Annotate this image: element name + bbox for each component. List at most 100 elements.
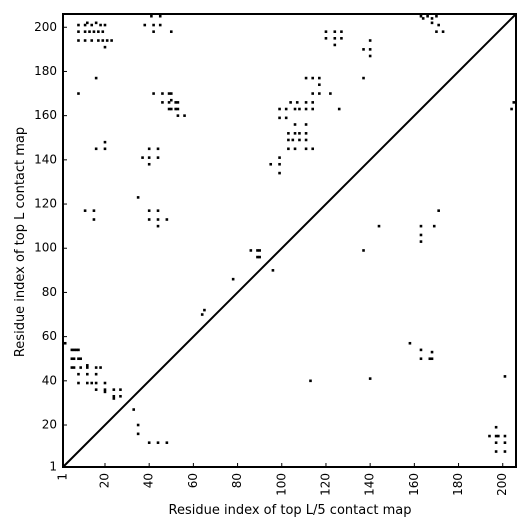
x-tick-label: 140 [363,473,377,496]
contact-point [77,92,80,95]
contact-point [430,350,434,354]
contact-point [368,39,372,42]
contact-point [503,450,507,453]
contact-point [92,30,96,33]
contact-point [74,348,78,352]
contact-point [105,39,109,42]
contact-point [419,233,423,237]
contact-point [77,30,80,33]
contact-point [295,101,299,104]
contact-point [421,17,425,20]
contact-point [147,147,151,151]
contact-point [324,37,328,40]
contact-point [156,156,160,159]
x-axis-label: Residue index of top L/5 contact map [169,503,412,518]
contact-point [150,14,153,18]
contact-point [368,377,372,380]
contact-point [311,147,315,151]
contact-point [311,101,315,104]
contact-point [169,30,173,33]
contact-point [183,114,186,117]
contact-point [63,341,67,345]
contact-point [83,30,87,33]
contact-point [176,114,180,117]
contact-point [293,132,297,135]
plot-frame [62,13,517,468]
contact-point [176,101,180,104]
contact-point [278,107,281,111]
x-tick-label: 120 [318,473,332,496]
contact-point [147,441,151,444]
contact-point [72,348,76,352]
contact-point [167,101,171,104]
contact-point [77,23,80,27]
contact-point [368,48,372,51]
contact-point [311,92,315,95]
contact-point [289,101,292,104]
contact-point [298,107,301,111]
contact-point [287,132,290,135]
contact-point [94,147,98,151]
contact-point [419,14,423,18]
contact-point [112,388,116,391]
contact-point [79,366,82,369]
contact-point [147,218,151,221]
contact-point [86,364,89,367]
contact-point [337,107,341,111]
contact-point [174,107,177,111]
contact-point [304,138,308,142]
contact-point [488,434,491,438]
contact-point [90,381,94,385]
contact-point [311,107,315,111]
contact-point [94,388,98,391]
contact-point [271,269,275,272]
contact-point [77,381,80,385]
contact-point [103,147,107,151]
contact-point [90,39,94,42]
contact-point [161,92,164,95]
contact-point [110,39,113,42]
contact-point [304,107,308,111]
contact-point [165,218,169,221]
x-tick-label: 40 [142,473,156,488]
contact-point [269,162,273,166]
contact-point [291,138,295,142]
contact-point [132,408,136,411]
contact-point [419,348,423,352]
contact-point [287,138,290,142]
contact-point [203,308,206,312]
y-tick-label: 80 [42,285,57,299]
contact-point [304,147,308,151]
contact-point [156,147,160,151]
contact-point [112,397,116,400]
contact-point [311,76,315,80]
contact-point [278,171,281,175]
contact-point [258,249,261,252]
contact-point [169,98,173,102]
contact-point [86,372,89,376]
contact-point [329,92,332,95]
contact-point [419,240,423,243]
y-tick-label: 140 [34,152,57,166]
contact-point [293,123,297,126]
contact-point [419,357,423,361]
contact-point [304,123,308,126]
x-tick-label: 80 [230,473,244,488]
contact-point [136,432,140,436]
contact-point [169,92,173,95]
y-tick-label: 1 [49,460,57,474]
y-tick-label: 40 [42,373,57,387]
contact-point [99,366,102,369]
contact-point [503,375,507,378]
contact-point [86,366,89,369]
contact-point [99,23,102,27]
contact-point [256,255,259,259]
contact-point [362,249,365,252]
contact-point [256,249,259,252]
contact-point [141,156,144,159]
contact-point [119,388,122,391]
contact-point [158,23,162,27]
contact-point [368,54,372,58]
y-tick-label: 20 [42,418,57,432]
